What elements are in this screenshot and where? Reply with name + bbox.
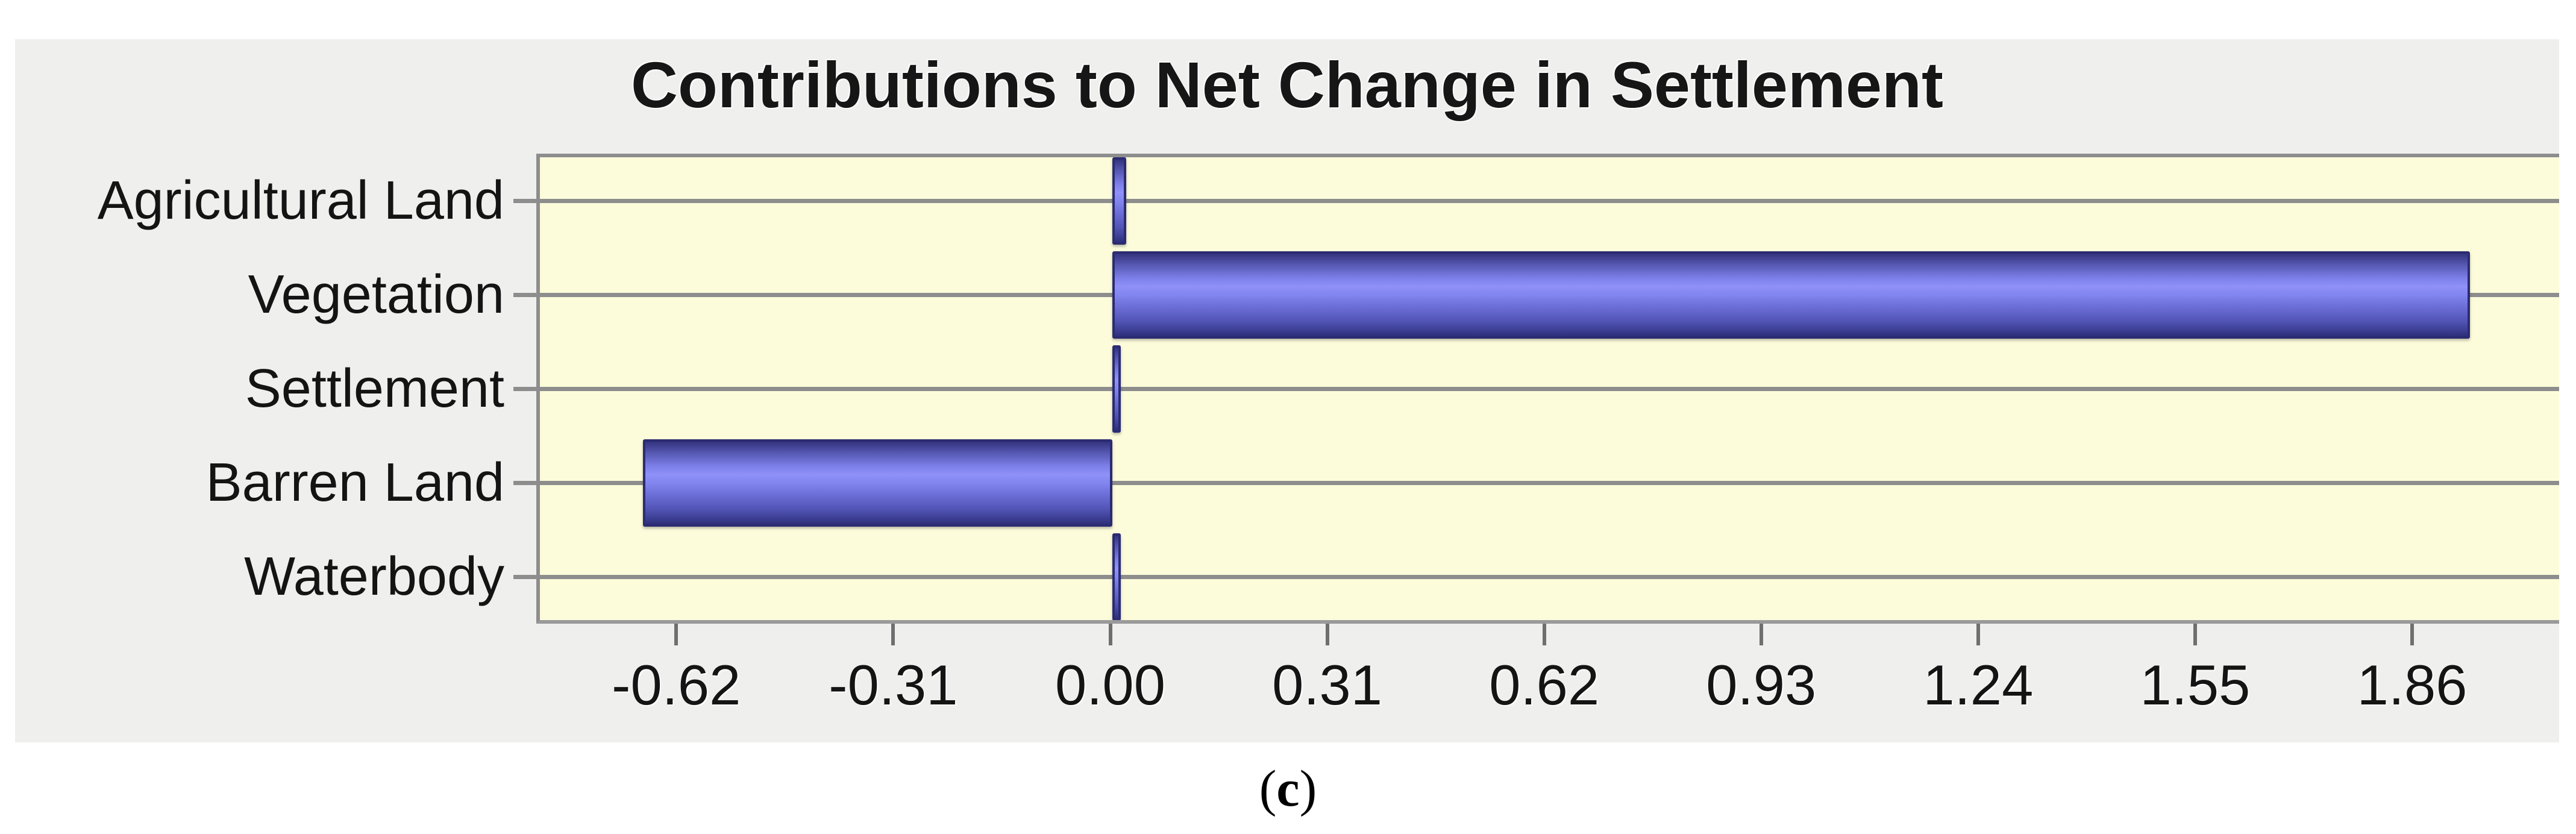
y-axis-tick bbox=[513, 199, 540, 203]
chart-title: Contributions to Net Change in Settlemen… bbox=[631, 48, 1943, 121]
bar-waterbody bbox=[1112, 533, 1121, 620]
y-axis-tick bbox=[513, 387, 540, 391]
caption-paren-open: ( bbox=[1259, 759, 1277, 817]
chart-panel: Contributions to Net Change in Settlemen… bbox=[15, 39, 2559, 742]
x-axis-label: 1.24 bbox=[1923, 653, 2034, 716]
caption-letter: c bbox=[1276, 759, 1300, 817]
x-axis-tick bbox=[1759, 624, 1763, 645]
x-axis-tick bbox=[2410, 624, 2415, 645]
y-axis-tick bbox=[513, 293, 540, 297]
x-axis-label: 1.86 bbox=[2357, 653, 2468, 716]
category-gridline bbox=[540, 387, 2559, 391]
category-gridline bbox=[540, 199, 2559, 203]
x-axis-label: 0.62 bbox=[1489, 653, 1600, 716]
x-axis-label: 0.31 bbox=[1272, 653, 1383, 716]
x-axis-tick bbox=[1542, 624, 1546, 645]
category-gridline bbox=[540, 575, 2559, 579]
x-axis-tick bbox=[1108, 624, 1112, 645]
y-axis-label: Settlement bbox=[245, 359, 504, 419]
figure-caption: (c) bbox=[0, 752, 2576, 824]
caption-paren-close: ) bbox=[1299, 759, 1317, 817]
x-axis-label: 0.00 bbox=[1055, 653, 1165, 716]
y-axis-label: Vegetation bbox=[248, 265, 504, 325]
category-gridline bbox=[540, 481, 2559, 485]
x-axis-label: -0.31 bbox=[829, 653, 958, 716]
x-axis-label: -0.62 bbox=[612, 653, 741, 716]
x-axis-label: 1.55 bbox=[2140, 653, 2251, 716]
y-axis-label: Waterbody bbox=[244, 547, 504, 607]
y-axis-tick bbox=[513, 481, 540, 485]
x-axis-tick bbox=[1976, 624, 1980, 645]
y-axis-tick bbox=[513, 575, 540, 579]
y-axis-label: Agricultural Land bbox=[97, 171, 504, 231]
x-axis-tick bbox=[674, 624, 678, 645]
x-axis-label: 0.93 bbox=[1706, 653, 1817, 716]
bar-barren-land bbox=[643, 439, 1112, 527]
bar-vegetation bbox=[1112, 251, 2470, 339]
x-axis-tick bbox=[1325, 624, 1329, 645]
x-axis-tick bbox=[2193, 624, 2197, 645]
bar-agricultural-land bbox=[1112, 157, 1126, 245]
bar-settlement bbox=[1112, 345, 1121, 433]
x-axis-tick bbox=[891, 624, 895, 645]
y-axis-label: Barren Land bbox=[205, 453, 504, 513]
plot-area bbox=[536, 154, 2559, 624]
